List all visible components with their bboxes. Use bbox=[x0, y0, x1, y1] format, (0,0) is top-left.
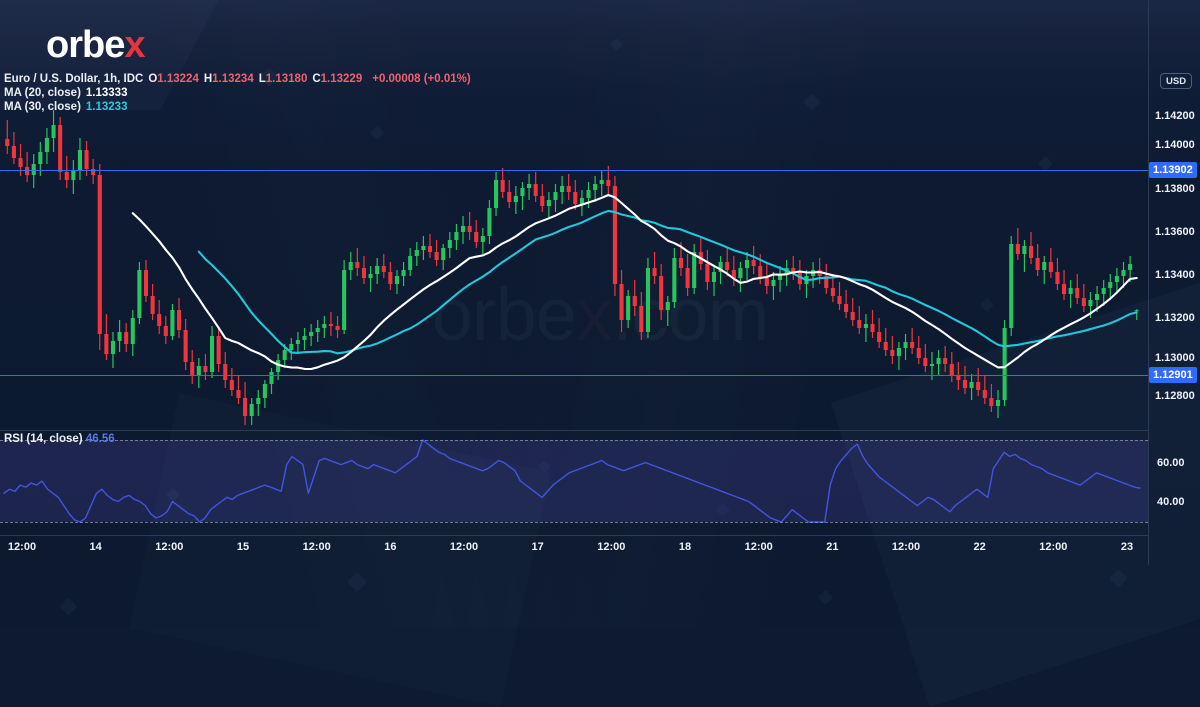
price-tick: 1.13000 bbox=[1155, 352, 1195, 364]
pane-separator bbox=[0, 430, 1148, 431]
symbol-title: Euro / U.S. Dollar, 1h, IDC bbox=[4, 73, 144, 85]
watermark: orbex.com bbox=[330, 272, 870, 357]
ma30-label: MA (30, close) bbox=[4, 101, 81, 113]
time-tick: 12:00 bbox=[597, 541, 626, 553]
rsi-tick: 40.00 bbox=[1157, 496, 1185, 508]
ma20-label: MA (20, close) bbox=[4, 87, 81, 99]
rsi-tick: 60.00 bbox=[1157, 457, 1185, 469]
price-tick: 1.13200 bbox=[1155, 312, 1195, 324]
time-tick: 12:00 bbox=[1039, 541, 1068, 553]
rsi-line-svg bbox=[3, 439, 1141, 523]
time-tick: 12:00 bbox=[155, 541, 184, 553]
price-tick: 1.14200 bbox=[1155, 110, 1195, 122]
ma30-value: 1.13233 bbox=[85, 101, 128, 113]
rsi-band bbox=[0, 440, 1148, 522]
rsi-label: RSI (14, close) bbox=[4, 433, 83, 445]
ma30-row[interactable]: MA (30, close) 1.13233 bbox=[4, 100, 471, 114]
low-value: 1.13180 bbox=[265, 73, 308, 85]
close-label: C bbox=[312, 73, 321, 85]
time-tick: 22 bbox=[973, 541, 986, 553]
time-tick: 21 bbox=[826, 541, 839, 553]
logo-text-accent: x bbox=[124, 24, 145, 66]
watermark-tail: .com bbox=[611, 273, 769, 356]
high-value: 1.13234 bbox=[212, 73, 254, 85]
price-tick: 1.14000 bbox=[1155, 139, 1195, 151]
support-level-line bbox=[0, 375, 1148, 376]
time-tick: 12:00 bbox=[744, 541, 773, 553]
time-tick: 14 bbox=[89, 541, 102, 553]
open-label: O bbox=[148, 73, 158, 85]
time-tick: 23 bbox=[1120, 541, 1134, 553]
time-tick: 12:00 bbox=[7, 541, 37, 553]
ma20-row[interactable]: MA (20, close) 1.13333 bbox=[4, 86, 471, 100]
price-tick: 1.12800 bbox=[1155, 390, 1195, 402]
change-value: +0.00008 (+0.01%) bbox=[372, 73, 471, 85]
open-value: 1.13224 bbox=[157, 73, 199, 85]
rsi-overbought-line bbox=[0, 440, 1148, 441]
price-tick: 1.13600 bbox=[1155, 226, 1195, 238]
ma20-value: 1.13333 bbox=[85, 87, 128, 99]
watermark-main: orbe bbox=[431, 273, 577, 356]
rsi-value: 46.56 bbox=[85, 433, 115, 445]
low-label: L bbox=[258, 73, 266, 85]
logo-text-main: orbe bbox=[46, 24, 125, 66]
time-tick: 12:00 bbox=[891, 541, 921, 553]
price-axis[interactable]: USD 1.14200 1.14000 1.13902 1.13800 1.13… bbox=[1148, 0, 1200, 565]
price-tick: 1.13800 bbox=[1155, 183, 1195, 195]
orbex-logo: orbex bbox=[46, 24, 146, 66]
rsi-oversold-line bbox=[0, 522, 1148, 523]
candlestick-svg bbox=[5, 110, 1139, 425]
currency-badge: USD bbox=[1160, 73, 1193, 89]
chart-legend: Euro / U.S. Dollar, 1h, IDC O1.13224 H1.13… bbox=[4, 72, 471, 114]
time-tick: 12:00 bbox=[449, 541, 479, 553]
watermark-accent: x bbox=[575, 273, 613, 356]
price-chart-pane[interactable] bbox=[0, 92, 1148, 425]
symbol-ohlc-row[interactable]: Euro / U.S. Dollar, 1h, IDC O1.13224 H1.13… bbox=[4, 72, 471, 86]
price-level-label[interactable]: 1.12901 bbox=[1149, 367, 1197, 383]
time-tick: 17 bbox=[531, 541, 544, 553]
time-tick: 12:00 bbox=[302, 541, 331, 553]
time-tick: 16 bbox=[384, 541, 397, 553]
rsi-pane[interactable] bbox=[0, 432, 1148, 532]
price-level-label[interactable]: 1.13902 bbox=[1149, 162, 1197, 178]
price-tick: 1.13400 bbox=[1155, 269, 1195, 281]
close-value: 1.13229 bbox=[320, 73, 363, 85]
high-label: H bbox=[203, 73, 213, 85]
resistance-level-line bbox=[0, 170, 1148, 171]
time-tick: 15 bbox=[236, 541, 250, 553]
time-axis[interactable]: 12:00 14 12:00 15 12:00 16 12:00 17 12:00 18 12:00… bbox=[0, 535, 1148, 558]
time-tick: 18 bbox=[678, 541, 692, 553]
rsi-legend[interactable]: RSI (14, close) 46.56 bbox=[4, 433, 115, 445]
